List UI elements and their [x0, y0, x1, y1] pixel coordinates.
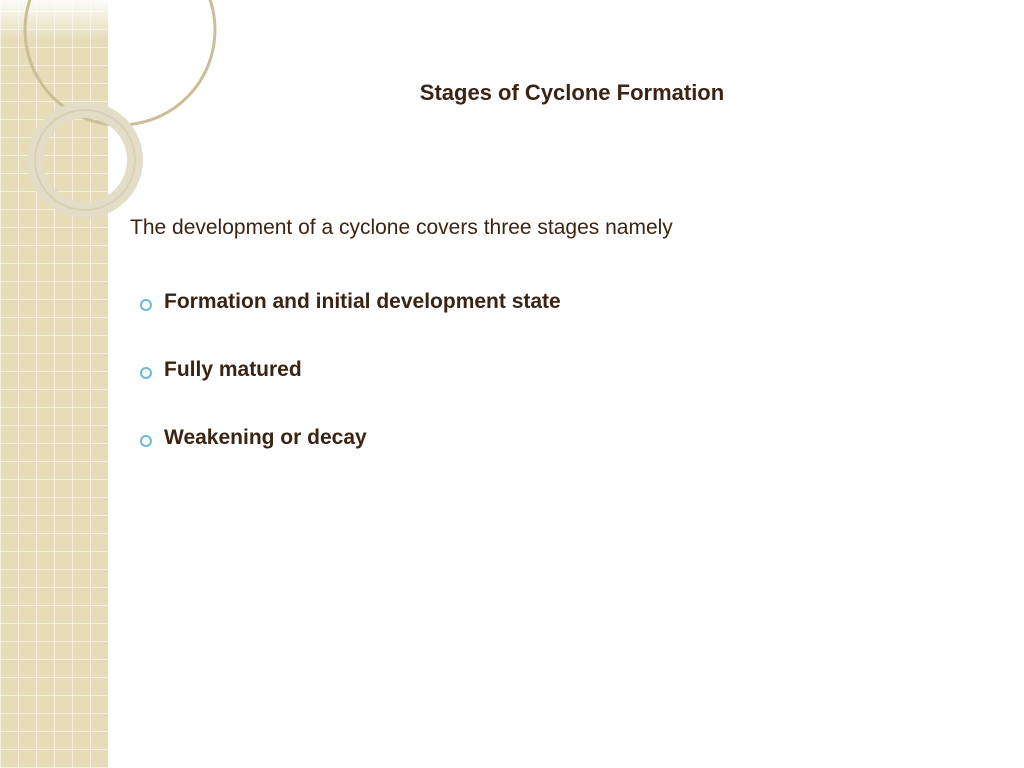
slide-title: Stages of Cyclone Formation	[250, 80, 894, 106]
list-item: Formation and initial development state	[134, 290, 974, 314]
stages-list: Formation and initial development state …	[130, 290, 974, 450]
list-item: Fully matured	[134, 358, 974, 382]
list-item: Weakening or decay	[134, 426, 974, 450]
decorative-sidebar	[0, 0, 108, 768]
intro-text: The development of a cyclone covers thre…	[130, 216, 974, 240]
slide-content: Stages of Cyclone Formation The developm…	[130, 80, 974, 494]
